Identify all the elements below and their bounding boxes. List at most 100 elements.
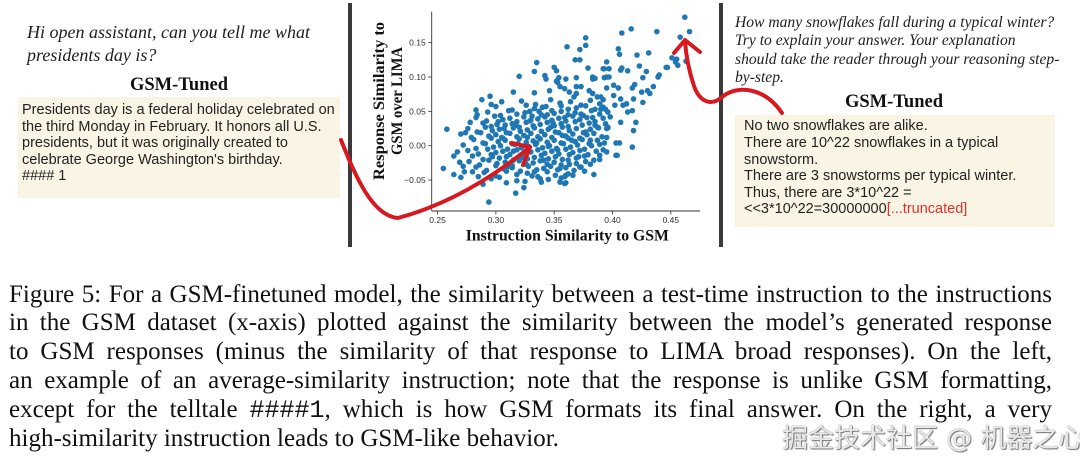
scatter-point xyxy=(537,121,543,128)
scatter-point xyxy=(570,113,576,119)
scatter-point xyxy=(573,83,580,90)
scatter-point xyxy=(675,62,681,69)
right-response-line: Thus, there are 3*10^22 = xyxy=(744,184,912,201)
scatter-point xyxy=(538,152,545,159)
scatter-point xyxy=(573,160,580,167)
scatter-point xyxy=(440,165,447,172)
scatter-point xyxy=(475,151,482,157)
scatter-point xyxy=(677,34,683,40)
caption-code: ####1 xyxy=(249,395,325,425)
right-response-line: snowstorm. xyxy=(744,151,819,168)
y-tick-label: 0.15 xyxy=(409,38,426,48)
right-question-line: Try to explain your answer. Your explana… xyxy=(735,32,1016,50)
scatter-point xyxy=(488,135,494,141)
scatter-point xyxy=(496,174,503,181)
scatter-point xyxy=(522,178,528,185)
right-panel-divider xyxy=(719,3,723,247)
scatter-point xyxy=(596,111,603,117)
scatter-point xyxy=(559,156,566,163)
scatter-point xyxy=(473,107,479,113)
scatter-point xyxy=(588,142,595,149)
scatter-point xyxy=(643,68,650,75)
scatter-point xyxy=(554,147,561,153)
scatter-point xyxy=(600,115,606,122)
scatter-point xyxy=(633,119,639,126)
scatter-point xyxy=(477,129,484,136)
scatter-point xyxy=(686,28,693,35)
scatter-point xyxy=(575,153,582,160)
scatter-point xyxy=(469,169,476,175)
scatter-point xyxy=(589,114,596,121)
scatter-point xyxy=(571,94,577,100)
scatter-point xyxy=(480,120,486,126)
scatter-point xyxy=(629,107,636,114)
scatter-point xyxy=(460,142,467,148)
scatter-point xyxy=(620,102,626,108)
scatter-point xyxy=(525,163,532,170)
y-tick-label: −0.05 xyxy=(404,175,426,185)
scatter-point xyxy=(587,126,594,133)
caption-line: in the GSM dataset (x-axis) plotted agai… xyxy=(9,309,1052,337)
scatter-point xyxy=(586,120,592,126)
scatter-point xyxy=(552,153,559,160)
scatter-point xyxy=(585,65,591,71)
scatter-point xyxy=(587,97,594,104)
scatter-point xyxy=(630,127,637,134)
scatter-point xyxy=(605,109,611,115)
scatter-point xyxy=(500,116,506,123)
scatter-point xyxy=(587,161,594,168)
caption-line: high-similarity instruction leads to GSM… xyxy=(9,425,559,453)
scatter-point xyxy=(461,169,468,175)
scatter-point xyxy=(496,155,503,161)
scatter-point xyxy=(539,144,546,151)
left-question-line: presidents day is? xyxy=(27,44,157,65)
scatter-point xyxy=(602,120,609,127)
right-response-line: There are 3 snowstorms per typical winte… xyxy=(744,168,1017,185)
scatter-point xyxy=(577,164,583,170)
scatter-point xyxy=(634,52,640,58)
scatter-point xyxy=(630,96,637,102)
scatter-point xyxy=(526,118,533,124)
scatter-point xyxy=(507,115,513,122)
scatter-point xyxy=(566,161,573,168)
scatter-point xyxy=(574,142,581,148)
scatter-point xyxy=(629,85,636,91)
scatter-point xyxy=(516,136,522,142)
scatter-point xyxy=(493,131,499,138)
scatter-point xyxy=(592,75,598,82)
scatter-point xyxy=(573,105,580,111)
watermark: 掘金技术社区 @ 机器之心 xyxy=(782,424,1080,454)
scatter-point xyxy=(565,171,571,177)
scatter-point xyxy=(557,165,563,172)
scatter-point xyxy=(493,103,499,110)
truncated-marker: [...truncated] xyxy=(886,201,968,218)
scatter-point xyxy=(531,105,538,112)
scatter-point xyxy=(603,59,610,65)
scatter-point xyxy=(484,109,491,115)
scatter-point xyxy=(617,67,624,73)
scatter-point xyxy=(561,114,568,121)
scatter-point xyxy=(545,155,552,162)
scatter-point xyxy=(563,76,569,82)
scatter-point xyxy=(578,102,584,108)
left-response-box: Presidents day is a federal holiday cele… xyxy=(18,97,340,198)
scatter-point xyxy=(517,128,524,135)
scatter-point xyxy=(544,119,550,126)
scatter-point xyxy=(591,157,597,163)
scatter-point xyxy=(475,173,482,180)
scatter-point xyxy=(594,137,601,144)
scatter-point xyxy=(566,127,573,134)
scatter-point xyxy=(507,130,513,137)
scatter-point xyxy=(451,171,457,178)
scatter-point xyxy=(577,116,583,123)
scatter-point xyxy=(592,118,598,125)
scatter-point xyxy=(655,74,661,80)
scatter-point xyxy=(561,85,568,92)
scatter-point xyxy=(581,146,588,152)
scatter-point xyxy=(533,59,540,66)
scatter-point xyxy=(654,28,660,35)
scatter-point xyxy=(487,93,493,100)
scatter-point xyxy=(473,145,479,152)
scatter-point xyxy=(617,96,624,102)
scatter-point xyxy=(498,98,505,105)
